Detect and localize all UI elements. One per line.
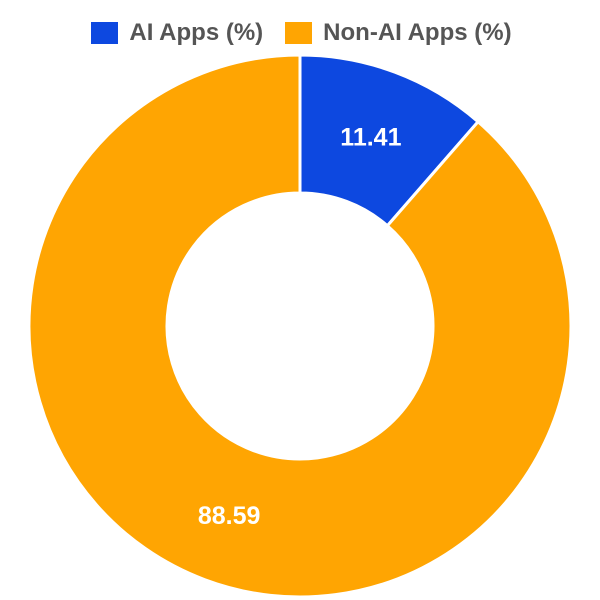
donut-slice-0[interactable] <box>298 53 481 228</box>
donut-slice-1[interactable] <box>27 53 573 599</box>
legend-label-ai-apps: AI Apps (%) <box>129 19 264 46</box>
legend-swatch-non-ai-apps-icon <box>282 19 316 47</box>
legend-item-ai-apps[interactable]: AI Apps (%) <box>88 19 263 47</box>
chart-legend: AI Apps (%) Non-AI Apps (%) <box>0 19 600 47</box>
legend-label-non-ai-apps: Non-AI Apps (%) <box>323 19 512 46</box>
legend-item-non-ai-apps[interactable]: Non-AI Apps (%) <box>282 19 512 47</box>
slice-value-label-1: 88.59 <box>198 502 261 530</box>
legend-swatch-ai-apps-icon <box>88 19 122 47</box>
slice-value-label-0: 11.41 <box>340 124 401 152</box>
